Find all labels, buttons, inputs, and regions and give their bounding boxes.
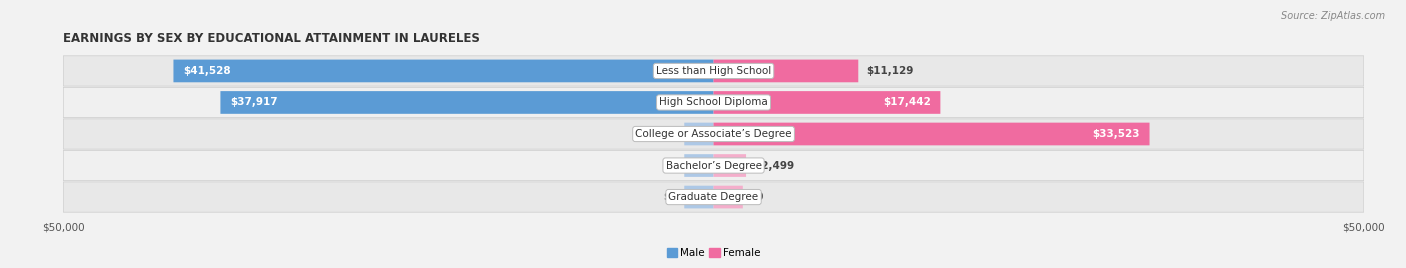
Text: Bachelor’s Degree: Bachelor’s Degree [665, 161, 762, 170]
FancyBboxPatch shape [221, 91, 713, 114]
Text: EARNINGS BY SEX BY EDUCATIONAL ATTAINMENT IN LAURELES: EARNINGS BY SEX BY EDUCATIONAL ATTAINMEN… [63, 32, 479, 45]
Legend: Male, Female: Male, Female [662, 244, 765, 263]
Text: $33,523: $33,523 [1092, 129, 1140, 139]
Text: Source: ZipAtlas.com: Source: ZipAtlas.com [1281, 11, 1385, 21]
Text: Less than High School: Less than High School [657, 66, 770, 76]
Text: Graduate Degree: Graduate Degree [668, 192, 759, 202]
FancyBboxPatch shape [63, 56, 1364, 86]
Text: $0: $0 [664, 129, 678, 139]
Text: $0: $0 [749, 192, 763, 202]
Text: $11,129: $11,129 [866, 66, 914, 76]
Text: $0: $0 [664, 192, 678, 202]
FancyBboxPatch shape [685, 154, 713, 177]
FancyBboxPatch shape [173, 59, 713, 82]
FancyBboxPatch shape [713, 91, 941, 114]
Text: College or Associate’s Degree: College or Associate’s Degree [636, 129, 792, 139]
FancyBboxPatch shape [713, 186, 742, 209]
Text: $17,442: $17,442 [883, 98, 931, 107]
Text: $2,499: $2,499 [754, 161, 794, 170]
FancyBboxPatch shape [713, 123, 1150, 145]
Text: $0: $0 [664, 161, 678, 170]
Text: High School Diploma: High School Diploma [659, 98, 768, 107]
FancyBboxPatch shape [63, 87, 1364, 118]
FancyBboxPatch shape [713, 59, 858, 82]
FancyBboxPatch shape [713, 154, 747, 177]
FancyBboxPatch shape [63, 150, 1364, 181]
Text: $37,917: $37,917 [231, 98, 278, 107]
FancyBboxPatch shape [63, 119, 1364, 149]
FancyBboxPatch shape [63, 182, 1364, 212]
FancyBboxPatch shape [685, 186, 713, 209]
Text: $41,528: $41,528 [183, 66, 231, 76]
FancyBboxPatch shape [685, 123, 713, 145]
